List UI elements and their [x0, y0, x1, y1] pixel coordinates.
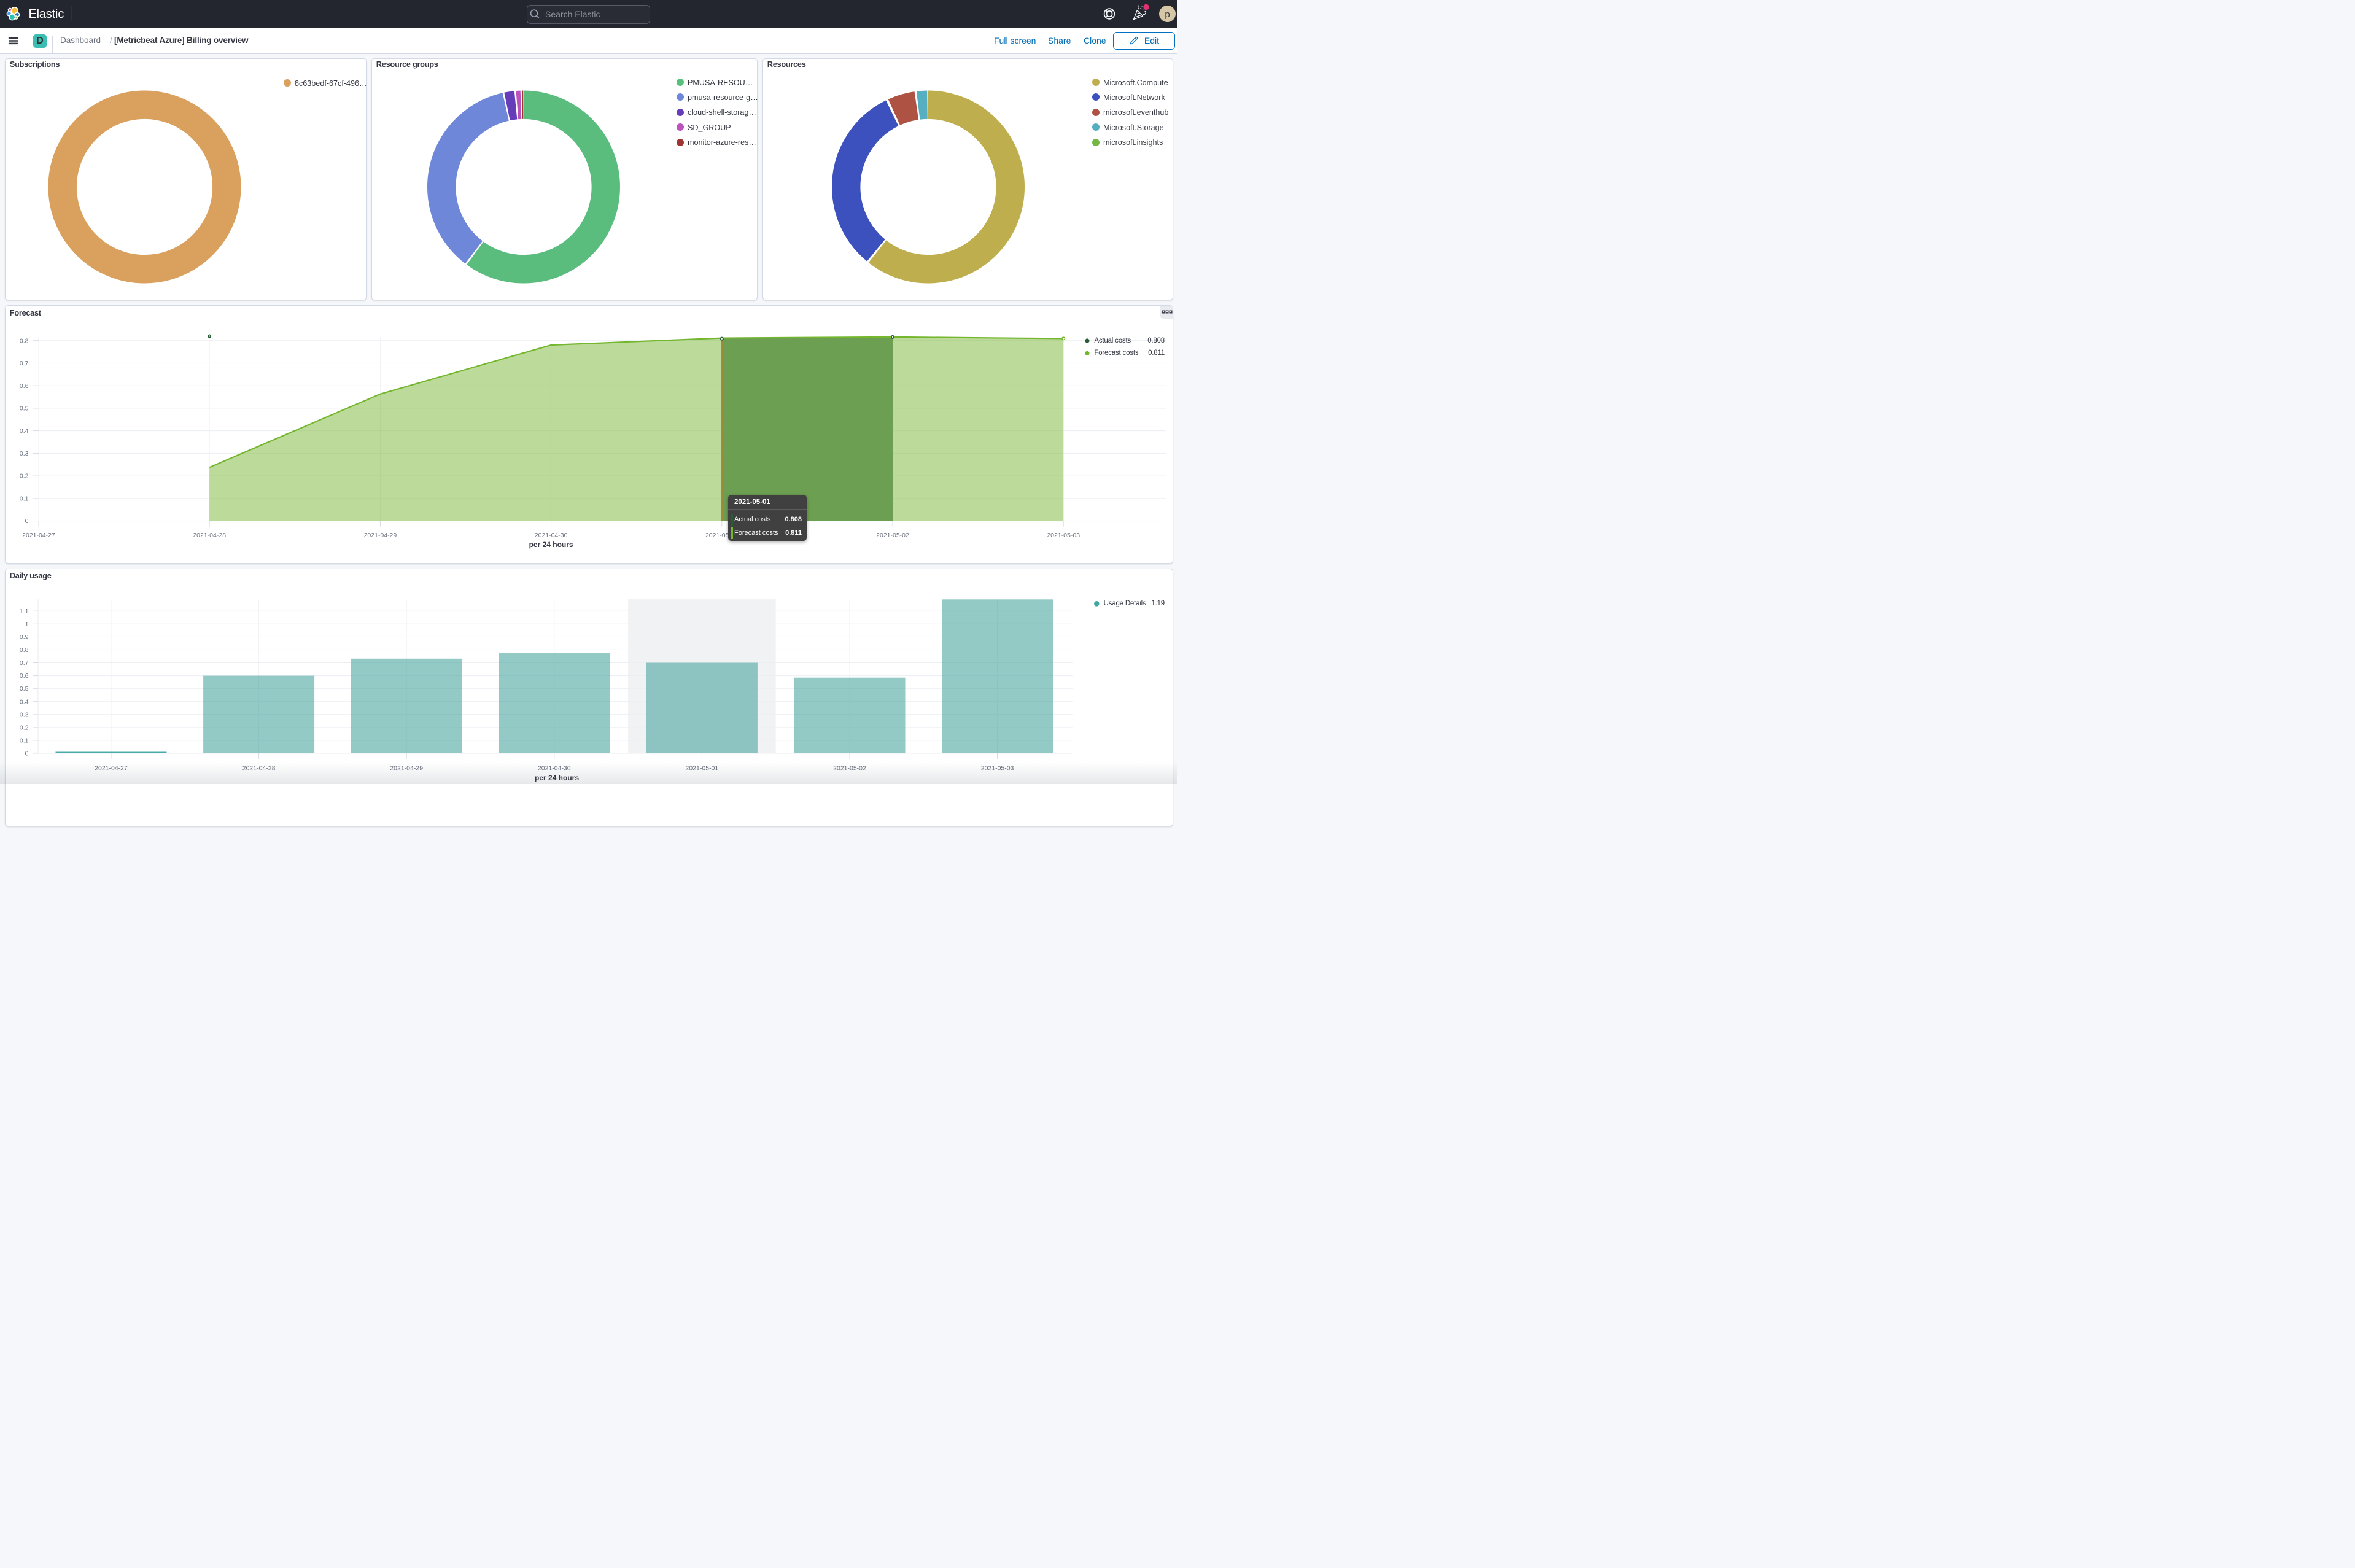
svg-text:per 24 hours: per 24 hours [535, 774, 579, 782]
svg-text:0.8: 0.8 [20, 337, 29, 344]
svg-text:2021-04-29: 2021-04-29 [364, 532, 397, 539]
svg-text:2021-05-03: 2021-05-03 [981, 765, 1014, 772]
svg-text:0.1: 0.1 [20, 495, 29, 503]
svg-text:0.7: 0.7 [20, 659, 29, 667]
svg-text:0.6: 0.6 [20, 672, 29, 680]
svg-text:1.1: 1.1 [20, 608, 29, 615]
svg-text:0.7: 0.7 [20, 360, 29, 367]
svg-text:0: 0 [25, 750, 29, 758]
svg-text:2021-05-01: 2021-05-01 [686, 765, 719, 772]
svg-text:2021-05-03: 2021-05-03 [1047, 532, 1080, 539]
svg-text:0.4: 0.4 [20, 698, 29, 705]
svg-text:per 24 hours: per 24 hours [529, 540, 573, 549]
svg-text:0.3: 0.3 [20, 450, 29, 457]
svg-text:0.5: 0.5 [20, 405, 29, 413]
svg-text:0.2: 0.2 [20, 724, 29, 732]
svg-text:2021-04-30: 2021-04-30 [535, 532, 568, 539]
svg-text:0.3: 0.3 [20, 711, 29, 718]
svg-text:2021-04-28: 2021-04-28 [193, 532, 226, 539]
svg-text:0.9: 0.9 [20, 634, 29, 641]
svg-text:2021-04-27: 2021-04-27 [95, 765, 128, 772]
svg-text:0.2: 0.2 [20, 473, 29, 480]
svg-text:0.6: 0.6 [20, 382, 29, 390]
svg-text:0: 0 [25, 518, 29, 525]
svg-text:0.8: 0.8 [20, 646, 29, 654]
svg-text:0.4: 0.4 [20, 427, 29, 435]
svg-text:1: 1 [25, 621, 29, 628]
svg-text:2021-05-02: 2021-05-02 [833, 765, 866, 772]
svg-text:0.5: 0.5 [20, 685, 29, 693]
svg-text:p: p [1165, 9, 1170, 20]
svg-text:2021-04-28: 2021-04-28 [242, 765, 276, 772]
svg-text:2021-04-29: 2021-04-29 [390, 765, 423, 772]
svg-text:2021-04-30: 2021-04-30 [538, 765, 571, 772]
svg-text:0.1: 0.1 [20, 737, 29, 745]
svg-text:2021-04-27: 2021-04-27 [22, 532, 55, 539]
svg-text:2021-05-02: 2021-05-02 [876, 532, 909, 539]
